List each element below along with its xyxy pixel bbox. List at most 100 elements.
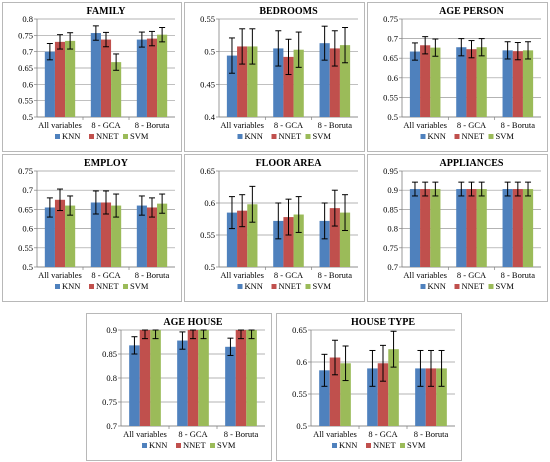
x-tick-label: All variables — [38, 270, 82, 280]
x-tick-label: 8 - Boruta — [135, 120, 170, 130]
bar — [136, 205, 147, 267]
bar — [415, 368, 426, 426]
y-tick-label: 0.55 — [18, 243, 33, 253]
bar — [54, 199, 66, 267]
bar — [339, 45, 351, 118]
legend-label: NNET — [462, 131, 485, 141]
legend-swatch — [271, 284, 277, 289]
legend-swatch — [176, 443, 181, 448]
chart-title: EMPLOY — [84, 158, 129, 169]
chart-panel-appliances: APPLIANCES 0.7 0.75 0.8 0.85 0.9 0.95 All varia… — [367, 154, 548, 302]
x-tick-label: 8 - GCA — [457, 120, 487, 130]
bar — [100, 39, 112, 117]
chart-title: HOUSE TYPE — [351, 317, 415, 328]
bar — [44, 207, 55, 267]
bar — [409, 189, 421, 267]
legend-label: NNET — [96, 281, 119, 291]
legend-swatch — [305, 134, 311, 139]
bar — [226, 55, 238, 117]
bar — [522, 189, 534, 267]
bar — [54, 41, 66, 117]
bar — [157, 34, 168, 117]
x-tick-label: All variables — [220, 270, 264, 280]
chart-title: AGE PERSON — [439, 6, 505, 17]
bar — [283, 217, 294, 267]
bar — [293, 214, 304, 267]
legend-swatch — [210, 443, 215, 448]
bar — [502, 50, 513, 117]
legend-label: NNET — [462, 281, 485, 291]
bar — [111, 205, 122, 267]
bar — [420, 45, 431, 117]
chart-svg: AGE HOUSE 0.7 0.75 0.8 0.85 0.9 All variables 8… — [102, 317, 265, 450]
x-tick-label: 8 - Boruta — [414, 429, 449, 439]
legend-swatch — [488, 134, 494, 139]
legend-label: SVM — [496, 131, 515, 141]
bar — [430, 189, 441, 267]
y-tick-label: 0.9 — [387, 185, 398, 195]
x-tick-label: 8 - Boruta — [224, 429, 259, 439]
bar — [430, 47, 441, 118]
bar — [139, 330, 151, 426]
x-tick-label: All variables — [220, 120, 264, 130]
bar — [522, 50, 534, 117]
chart-panel-house-type: HOUSE TYPE 0.5 0.55 0.6 0.65 All variables 8 -… — [276, 313, 462, 461]
x-tick-label: 8 - Boruta — [318, 270, 353, 280]
y-tick-label: 0.9 — [106, 325, 117, 335]
x-tick-label: 8 - Boruta — [318, 120, 353, 130]
bar — [329, 208, 340, 267]
x-tick-label: 8 - GCA — [91, 120, 121, 130]
y-tick-label: 0.6 — [387, 73, 398, 83]
x-tick-label: 8 - GCA — [178, 429, 208, 439]
y-tick-label: 0.7 — [106, 421, 117, 431]
bar — [247, 46, 258, 117]
legend-swatch — [420, 134, 426, 139]
bar — [466, 189, 477, 267]
legend-label: KNN — [62, 281, 80, 291]
y-tick-label: 0.75 — [102, 397, 117, 407]
legend-label: NNET — [183, 440, 206, 450]
bar — [100, 202, 112, 267]
y-tick-label: 0.7 — [22, 185, 33, 195]
y-tick-label: 0.85 — [383, 204, 398, 214]
bar — [512, 51, 523, 118]
legend-swatch — [488, 284, 494, 289]
y-tick-label: 0.85 — [102, 349, 117, 359]
legend-label: SVM — [313, 281, 332, 291]
bar — [273, 220, 284, 267]
x-tick-label: 8 - GCA — [368, 429, 398, 439]
bar — [329, 48, 340, 117]
legend-label: SVM — [217, 440, 236, 450]
legend-label: NNET — [373, 440, 396, 450]
y-tick-label: 0.75 — [18, 166, 33, 176]
chart-title: AGE HOUSE — [163, 317, 223, 328]
y-tick-label: 0.7 — [387, 262, 398, 272]
legend-swatch — [237, 134, 243, 139]
y-tick-label: 0.8 — [106, 373, 117, 383]
bar — [388, 349, 399, 426]
bar — [476, 189, 487, 267]
bar — [425, 368, 437, 426]
y-tick-label: 0.65 — [292, 325, 307, 335]
y-tick-label: 0.7 — [387, 34, 398, 44]
bar — [65, 40, 76, 117]
y-tick-label: 0.65 — [18, 204, 33, 214]
chart-svg: FLOOR AREA 0.5 0.55 0.6 0.65 All variables 8 -… — [200, 158, 358, 291]
legend-label: NNET — [279, 131, 302, 141]
chart-svg: AGE PERSON 0.5 0.55 0.6 0.65 0.7 0.75 All varia… — [383, 6, 541, 141]
bar — [246, 330, 257, 426]
bar — [44, 51, 55, 117]
y-tick-label: 0.55 — [200, 14, 215, 24]
legend-label: KNN — [339, 440, 357, 450]
bar — [512, 189, 523, 267]
legend-swatch — [55, 284, 60, 289]
bar — [90, 202, 101, 267]
bar — [319, 370, 330, 426]
bar — [456, 189, 467, 267]
bar — [146, 207, 158, 267]
legend-label: NNET — [279, 281, 302, 291]
bar — [367, 368, 378, 426]
x-tick-label: All variables — [123, 429, 167, 439]
chart-svg: HOUSE TYPE 0.5 0.55 0.6 0.65 All variables 8 -… — [292, 317, 455, 450]
legend-label: KNN — [149, 440, 167, 450]
